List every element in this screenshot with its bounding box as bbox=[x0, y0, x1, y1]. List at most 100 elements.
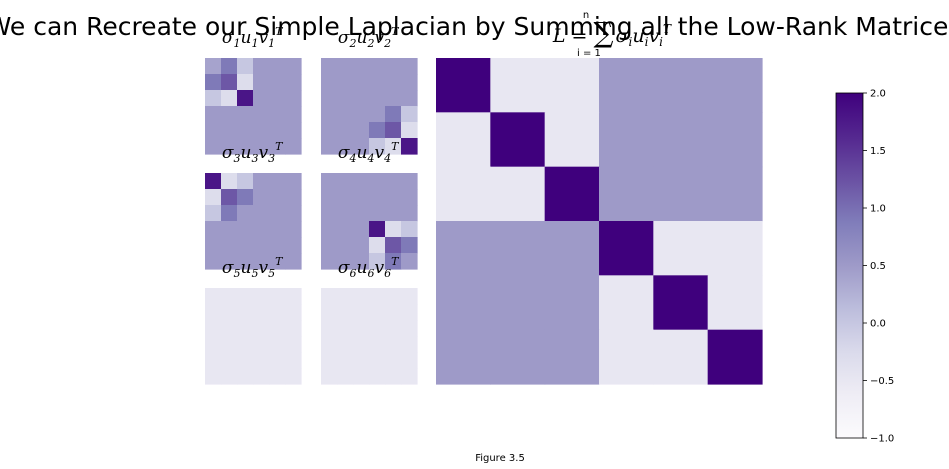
heatmap-cell bbox=[321, 368, 338, 385]
heatmap-cell bbox=[353, 122, 370, 139]
sum-upper-limit: n bbox=[583, 10, 589, 21]
heatmap-cell bbox=[269, 74, 286, 91]
heatmap-cell bbox=[369, 253, 386, 270]
heatmap-panels bbox=[205, 58, 763, 385]
heatmap-cell bbox=[385, 90, 402, 107]
heatmap-cell bbox=[237, 173, 254, 190]
heatmap-cell bbox=[385, 288, 402, 305]
heatmap-cell bbox=[221, 253, 238, 270]
heatmap-cell bbox=[253, 304, 270, 321]
heatmap-cell bbox=[321, 304, 338, 321]
panel-title-5: σ5u5v5T bbox=[222, 255, 284, 280]
heatmap-cell bbox=[401, 253, 418, 270]
heatmap-cell bbox=[285, 173, 302, 190]
heatmap-cell bbox=[237, 122, 254, 139]
heatmap-cell bbox=[490, 112, 546, 168]
heatmap-cell bbox=[221, 352, 238, 369]
heatmap-cell bbox=[221, 288, 238, 305]
heatmap-cell bbox=[237, 304, 254, 321]
heatmap-4 bbox=[321, 173, 418, 270]
heatmap-cell bbox=[321, 221, 338, 238]
heatmap-cell bbox=[237, 221, 254, 238]
heatmap-cell bbox=[285, 352, 302, 369]
heatmap-cell bbox=[385, 122, 402, 139]
heatmap-cell bbox=[353, 304, 370, 321]
heatmap-7 bbox=[436, 58, 763, 385]
heatmap-cell bbox=[369, 205, 386, 222]
heatmap-cell bbox=[237, 74, 254, 91]
heatmap-cell bbox=[401, 237, 418, 254]
heatmap-cell bbox=[369, 74, 386, 91]
figure-caption: Figure 3.5 bbox=[475, 453, 525, 464]
heatmap-cell bbox=[285, 320, 302, 337]
heatmap-cell bbox=[401, 336, 418, 353]
heatmap-cell bbox=[401, 106, 418, 123]
heatmap-cell bbox=[337, 90, 354, 107]
heatmap-cell bbox=[385, 221, 402, 238]
heatmap-cell bbox=[385, 368, 402, 385]
heatmap-cell bbox=[337, 221, 354, 238]
heatmap-cell bbox=[599, 112, 654, 168]
colorbar-tick-label: −0.5 bbox=[870, 376, 894, 387]
heatmap-cell bbox=[269, 173, 286, 190]
heatmap-cell bbox=[321, 138, 338, 155]
heatmap-cell bbox=[653, 329, 709, 385]
panel-title-6: σ6u6v6T bbox=[338, 255, 400, 280]
colorbar-tick-label: 1.5 bbox=[870, 146, 886, 157]
heatmap-cell bbox=[385, 352, 402, 369]
heatmap-cell bbox=[385, 253, 402, 270]
heatmap-cell bbox=[321, 173, 338, 190]
heatmap-cell bbox=[321, 90, 338, 107]
heatmap-cell bbox=[353, 288, 370, 305]
heatmap-cell bbox=[490, 221, 546, 276]
heatmap-cell bbox=[337, 138, 354, 155]
heatmap-cell bbox=[237, 189, 254, 206]
heatmap-cell bbox=[269, 138, 286, 155]
heatmap-cell bbox=[221, 122, 238, 139]
heatmap-cell bbox=[369, 122, 386, 139]
figure-title: We can Recreate our Simple Laplacian by … bbox=[0, 12, 949, 41]
heatmap-cell bbox=[599, 221, 654, 276]
heatmap-cell bbox=[205, 237, 222, 254]
heatmap-cell bbox=[353, 189, 370, 206]
heatmap-cell bbox=[544, 221, 600, 276]
heatmap-cell bbox=[253, 90, 270, 107]
heatmap-cell bbox=[369, 173, 386, 190]
heatmap-cell bbox=[401, 368, 418, 385]
heatmap-cell bbox=[707, 58, 763, 113]
heatmap-cell bbox=[321, 352, 338, 369]
heatmap-cell bbox=[436, 58, 491, 113]
heatmap-cell bbox=[253, 138, 270, 155]
heatmap-cell bbox=[337, 58, 354, 75]
heatmap-cell bbox=[321, 237, 338, 254]
heatmap-cell bbox=[401, 288, 418, 305]
heatmap-cell bbox=[337, 288, 354, 305]
heatmap-cell bbox=[237, 253, 254, 270]
heatmap-2 bbox=[321, 58, 418, 155]
heatmap-cell bbox=[353, 368, 370, 385]
heatmap-6 bbox=[321, 288, 418, 385]
heatmap-cell bbox=[369, 221, 386, 238]
heatmap-cell bbox=[321, 74, 338, 91]
heatmap-cell bbox=[321, 122, 338, 139]
heatmap-cell bbox=[221, 221, 238, 238]
heatmap-cell bbox=[253, 173, 270, 190]
panel-titles: σ1u1v1T σ2u2v2T σ3u3v3T σ4u4v4T σ5u5v5T σ6u6v… bbox=[222, 10, 672, 280]
heatmap-cell bbox=[269, 352, 286, 369]
sum-lower-limit: i = 1 bbox=[577, 48, 601, 59]
colorbar-tick-label: 2.0 bbox=[870, 89, 886, 100]
heatmap-cell bbox=[269, 58, 286, 75]
heatmap-cell bbox=[385, 58, 402, 75]
heatmap-cell bbox=[337, 352, 354, 369]
heatmap-cell bbox=[205, 106, 222, 123]
heatmap-cell bbox=[237, 320, 254, 337]
heatmap-cell bbox=[253, 368, 270, 385]
heatmap-cell bbox=[205, 138, 222, 155]
heatmap-cell bbox=[253, 253, 270, 270]
heatmap-cell bbox=[285, 122, 302, 139]
heatmap-cell bbox=[707, 112, 763, 168]
heatmap-cell bbox=[707, 221, 763, 276]
heatmap-cell bbox=[285, 221, 302, 238]
heatmap-cell bbox=[337, 122, 354, 139]
heatmap-cell bbox=[490, 166, 546, 222]
